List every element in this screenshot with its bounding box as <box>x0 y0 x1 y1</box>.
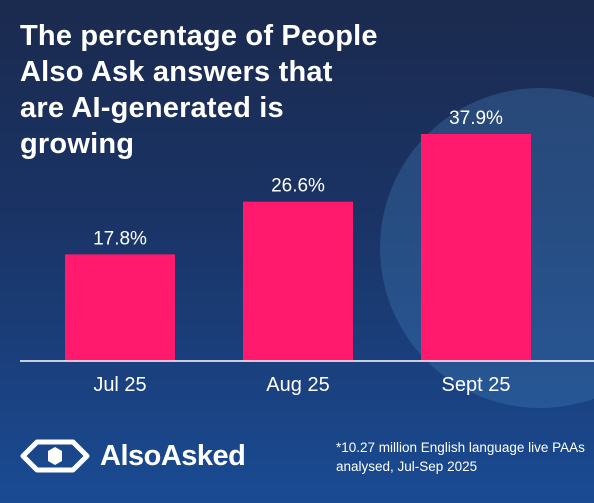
data-label-2: 26.6% <box>271 176 325 197</box>
bars-group <box>65 133 531 361</box>
data-label-3: 37.9% <box>449 108 503 129</box>
x-tick-label-1: Jul 25 <box>93 374 146 396</box>
data-label-1: 17.8% <box>93 228 147 249</box>
footnote: *10.27 million English language live PAA… <box>336 440 585 474</box>
alsoasked-logo-icon <box>20 439 90 473</box>
brand-name: AlsoAsked <box>100 439 246 472</box>
x-tick-labels-group: Jul 25 Aug 25 Sept 25 <box>93 374 510 396</box>
brand-logo: AlsoAsked <box>20 438 246 474</box>
bar-2 <box>243 201 353 361</box>
chart-title: The percentage of People Also Ask answer… <box>20 20 378 160</box>
x-tick-label-3: Sept 25 <box>442 374 511 396</box>
bar-3 <box>421 133 531 361</box>
x-tick-label-2: Aug 25 <box>266 374 329 396</box>
bar-1 <box>65 254 175 361</box>
data-labels-group: 17.8% 26.6% 37.9% <box>93 108 503 249</box>
